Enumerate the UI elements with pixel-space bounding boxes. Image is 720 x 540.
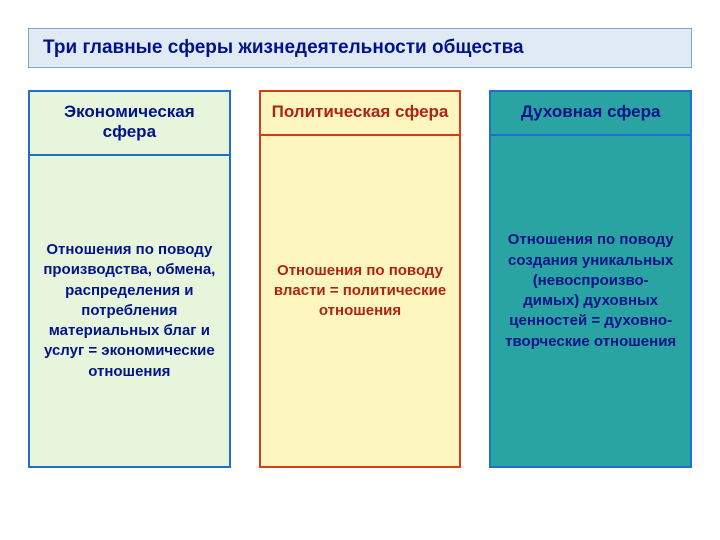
column-spiritual-header: Духовная сфера	[491, 92, 690, 136]
column-economic-body: Отношения по поводу производства, обмена…	[30, 156, 229, 466]
column-spiritual-body: Отношения по поводу создания уникальных …	[491, 136, 690, 446]
column-economic-header: Экономическая сфера	[30, 92, 229, 156]
column-political-header: Политическая сфера	[261, 92, 460, 136]
column-political-body: Отношения по поводу власти = политически…	[261, 136, 460, 446]
main-title: Три главные сферы жизнедеятельности обще…	[28, 28, 692, 68]
columns-container: Экономическая сфера Отношения по поводу …	[28, 90, 692, 468]
column-political: Политическая сфера Отношения по поводу в…	[259, 90, 462, 468]
column-economic: Экономическая сфера Отношения по поводу …	[28, 90, 231, 468]
column-spiritual: Духовная сфера Отношения по поводу созда…	[489, 90, 692, 468]
